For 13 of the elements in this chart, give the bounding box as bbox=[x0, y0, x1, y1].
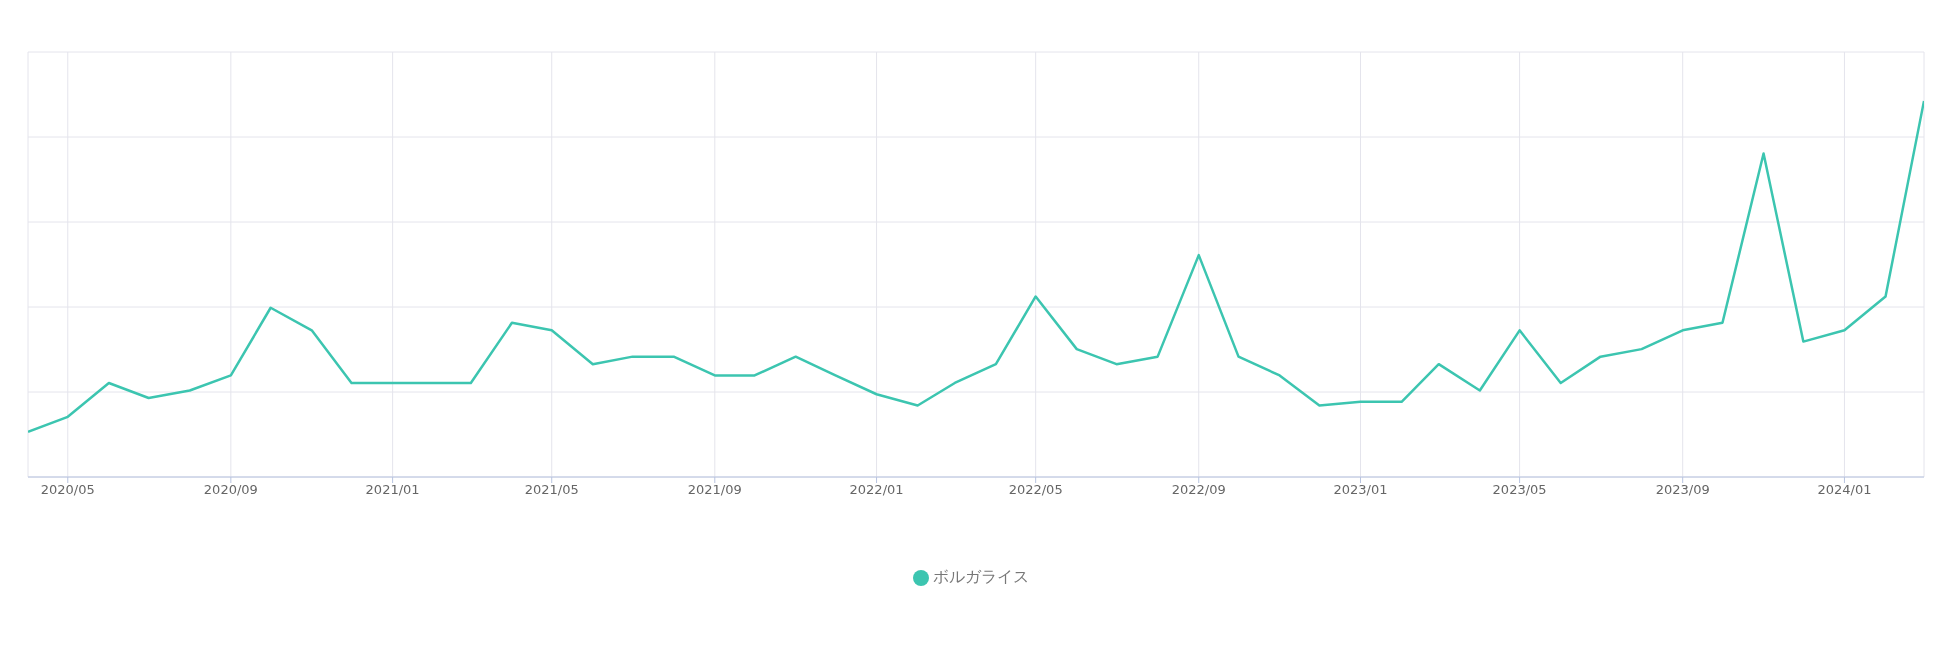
x-tick-label: 2020/05 bbox=[40, 482, 95, 498]
x-tick-label: 2021/01 bbox=[365, 482, 420, 498]
legend-label: ボルガライス bbox=[933, 567, 1029, 586]
x-tick-label: 2023/05 bbox=[1492, 482, 1547, 498]
x-tick-label: 2022/01 bbox=[849, 482, 904, 498]
x-tick-label: 2022/09 bbox=[1171, 482, 1226, 498]
x-tick-label: 2023/01 bbox=[1333, 482, 1388, 498]
x-tick-label: 2023/09 bbox=[1655, 482, 1710, 498]
x-tick-label: 2021/09 bbox=[687, 482, 742, 498]
x-tick-label: 2024/01 bbox=[1817, 482, 1872, 498]
x-tick-label: 2022/05 bbox=[1008, 482, 1063, 498]
x-tick-label: 2020/09 bbox=[203, 482, 258, 498]
x-tick-label: 2021/05 bbox=[524, 482, 579, 498]
